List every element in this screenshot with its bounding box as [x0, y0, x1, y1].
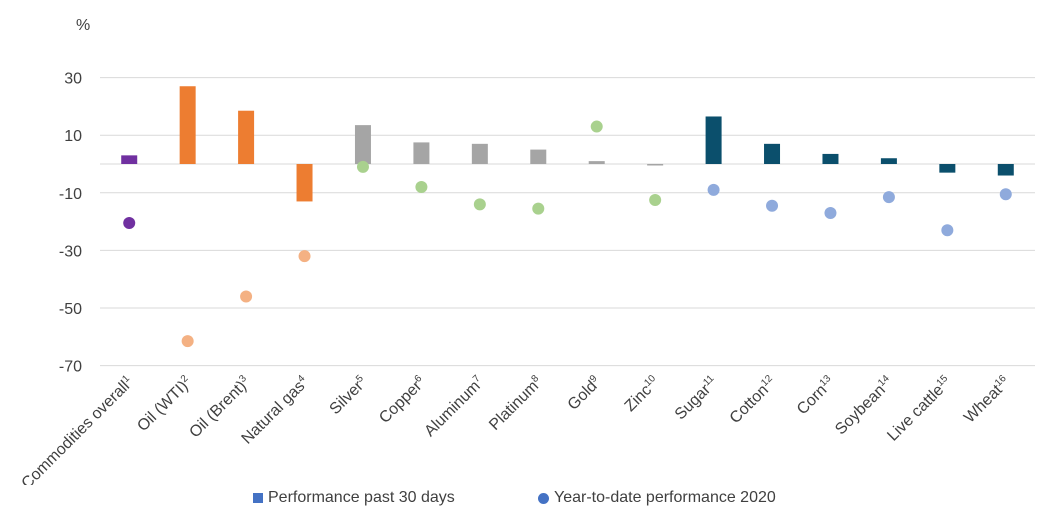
y-axis: % 30 10 -10 -30 -50 -70: [59, 17, 90, 376]
category-name: Cotton: [727, 382, 772, 427]
dot-ytd: [532, 202, 545, 215]
category-name: Oil (WTI): [134, 378, 191, 435]
bar-30-days: [238, 110, 255, 164]
x-category-label: Silver5: [326, 373, 371, 418]
dot-ytd: [123, 217, 136, 230]
y-tick-label: 30: [64, 71, 82, 88]
legend-square-swatch: [253, 493, 263, 503]
legend-label-ytd: Year-to-date performance 2020: [554, 489, 776, 506]
y-tick-label: -50: [59, 301, 82, 318]
x-category-label: Aluminum7: [421, 373, 488, 440]
x-category-label: Cotton12: [726, 373, 780, 427]
bar-30-days: [939, 164, 956, 173]
dot-ytd: [649, 194, 662, 206]
dot-ytd: [356, 160, 369, 173]
dot-ytd: [240, 290, 253, 303]
x-category-label: Oil (WTI)2: [134, 373, 196, 435]
x-category-label: Wheat16: [960, 373, 1014, 427]
bar-30-days: [121, 155, 138, 164]
bar-30-days: [296, 164, 313, 202]
bar-30-days: [997, 164, 1014, 176]
bar-30-days: [764, 143, 781, 164]
dot-ytd: [473, 198, 486, 211]
legend-item-30-days: Performance past 30 days: [253, 489, 455, 507]
bar-30-days: [880, 158, 897, 164]
bar-30-days: [822, 153, 839, 164]
y-tick-label: -70: [59, 359, 82, 376]
dot-ytd: [415, 181, 428, 194]
dot-ytd: [181, 335, 194, 348]
x-category-label: Gold9: [564, 373, 605, 414]
x-category-label: Commodities overall1: [18, 373, 137, 485]
y-axis-unit-label: %: [76, 17, 90, 34]
legend: Performance past 30 days Year-to-date pe…: [0, 489, 1045, 511]
x-category-label: Platinum8: [485, 373, 546, 434]
dot-ytd: [590, 120, 603, 133]
legend-label-30-days: Performance past 30 days: [268, 489, 455, 506]
bar-30-days: [588, 161, 605, 164]
dot-ytd: [766, 199, 779, 212]
bar-30-days: [413, 142, 430, 164]
dot-ytd: [824, 206, 837, 219]
category-name: Commodities overall: [19, 378, 134, 485]
x-category-label: Live cattle15: [884, 373, 956, 445]
category-name: Aluminum: [421, 378, 483, 440]
bar-30-days: [354, 125, 371, 164]
dot-ytd: [707, 183, 720, 196]
dot-ytd: [882, 191, 895, 204]
bar-30-days: [471, 143, 488, 164]
category-name: Live cattle: [884, 382, 947, 445]
y-tick-label: 10: [64, 128, 82, 145]
x-category-label: Copper6: [375, 373, 429, 427]
bar-30-days: [647, 164, 664, 166]
gridlines: [100, 77, 1035, 367]
dot-ytd: [941, 224, 954, 237]
bar-30-days: [530, 149, 547, 164]
category-name: Oil (Brent): [186, 378, 250, 442]
legend-item-ytd: Year-to-date performance 2020: [538, 489, 776, 507]
bar-series: [121, 86, 1014, 202]
x-category-label: Natural gas4: [238, 373, 313, 448]
category-name: Soybean: [832, 382, 889, 439]
x-category-label: Sugar11: [671, 373, 722, 424]
x-category-label: Zinc10: [621, 373, 663, 415]
dot-ytd: [298, 250, 311, 263]
x-category-label: Corn13: [793, 373, 838, 418]
dot-ytd: [999, 188, 1012, 201]
category-name: Copper: [376, 377, 426, 427]
category-name: Natural gas: [239, 378, 309, 448]
y-tick-label: -30: [59, 243, 82, 260]
bar-30-days: [179, 86, 196, 164]
category-name: Platinum: [486, 378, 542, 434]
y-tick-label: -10: [59, 186, 82, 203]
legend-dot-swatch: [538, 492, 549, 504]
bar-30-days: [705, 116, 722, 164]
dot-series: [123, 120, 1012, 348]
